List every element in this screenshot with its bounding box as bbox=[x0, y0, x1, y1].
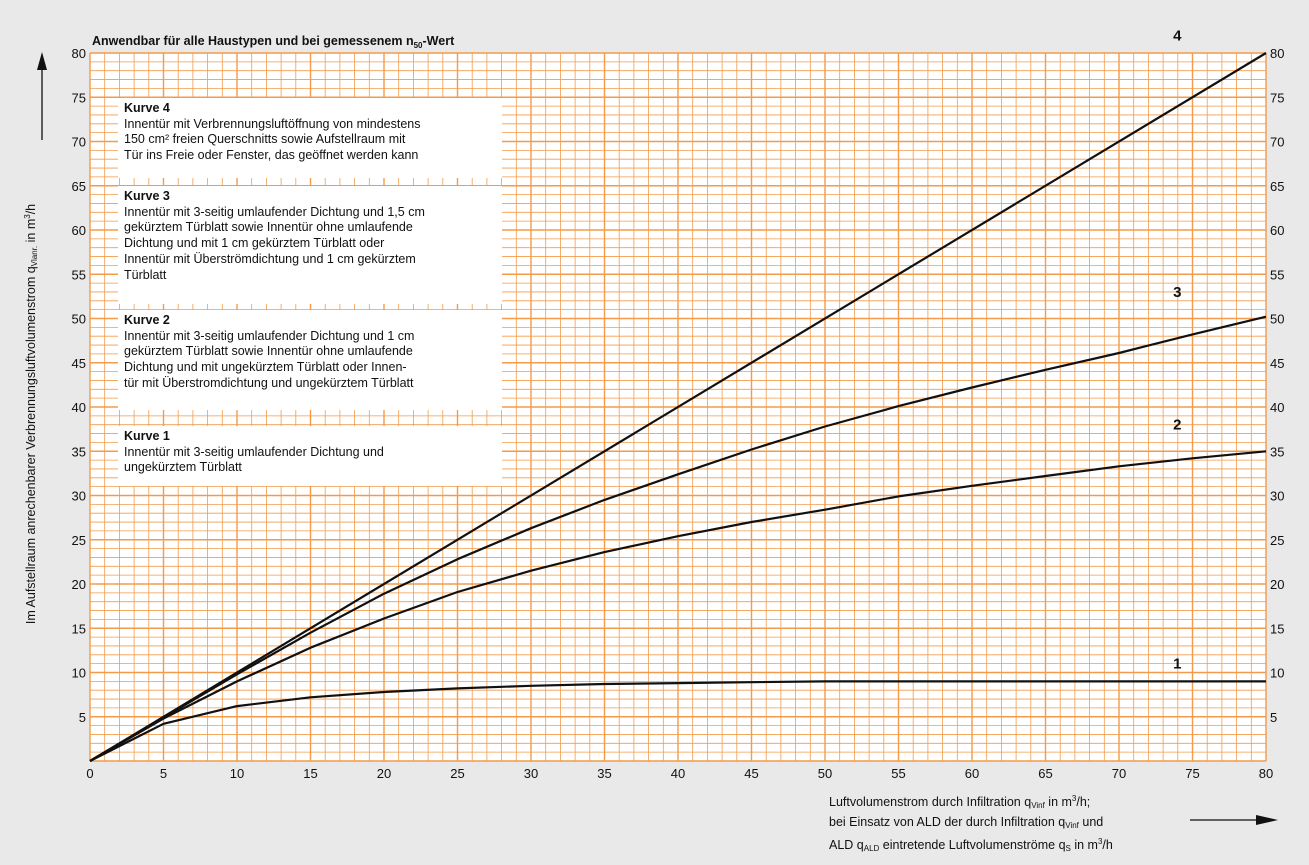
x-tick-label: 60 bbox=[965, 766, 979, 781]
x-tick-label: 30 bbox=[524, 766, 538, 781]
x-tick-label: 10 bbox=[230, 766, 244, 781]
y-tick-label: 10 bbox=[72, 666, 86, 681]
y-axis-arrow-head bbox=[37, 52, 47, 70]
y-tick-label: 80 bbox=[72, 46, 86, 61]
legend-text: Innentür mit 3-seitig umlaufender Dichtu… bbox=[124, 204, 425, 282]
axis-arrows bbox=[37, 52, 1278, 825]
x-axis-label: Luftvolumenstrom durch Infiltration qVin… bbox=[829, 791, 1113, 857]
y-tick-labels-left: 5 10 15 20 25 30 35 40 45 50 55 60 65 70 75 80 bbox=[72, 46, 86, 725]
x-tick-label: 40 bbox=[671, 766, 685, 781]
legend-title: Kurve 1 bbox=[124, 429, 170, 443]
y-tick-label-right: 75 bbox=[1270, 90, 1284, 105]
legend-text: Innentür mit 3-seitig umlaufender Dichtu… bbox=[124, 444, 384, 475]
curve-label-3: 3 bbox=[1173, 284, 1181, 301]
y-tick-label-right: 80 bbox=[1270, 46, 1284, 61]
x-axis-arrow-head bbox=[1256, 815, 1278, 825]
x-tick-label: 20 bbox=[377, 766, 391, 781]
y-tick-label: 60 bbox=[72, 223, 86, 238]
y-tick-label: 35 bbox=[72, 444, 86, 459]
y-tick-label: 5 bbox=[79, 710, 86, 725]
y-tick-label-right: 70 bbox=[1270, 135, 1284, 150]
curve-label-4: 4 bbox=[1173, 27, 1182, 44]
y-tick-label: 30 bbox=[72, 489, 86, 504]
y-tick-label-right: 30 bbox=[1270, 489, 1284, 504]
y-tick-label-right: 50 bbox=[1270, 312, 1284, 327]
x-tick-label: 25 bbox=[450, 766, 464, 781]
y-tick-label: 55 bbox=[72, 267, 86, 282]
x-tick-label: 35 bbox=[597, 766, 611, 781]
y-tick-label: 75 bbox=[72, 90, 86, 105]
x-tick-label: 45 bbox=[744, 766, 758, 781]
y-tick-label: 20 bbox=[72, 577, 86, 592]
y-tick-label-right: 40 bbox=[1270, 400, 1284, 415]
y-tick-label-right: 25 bbox=[1270, 533, 1284, 548]
y-tick-label: 45 bbox=[72, 356, 86, 371]
x-tick-label: 15 bbox=[303, 766, 317, 781]
curve-3 bbox=[89, 315, 1267, 762]
x-tick-label: 70 bbox=[1112, 766, 1126, 781]
curve-2 bbox=[89, 450, 1267, 762]
legend-title: Kurve 2 bbox=[124, 313, 170, 327]
y-tick-label: 70 bbox=[72, 135, 86, 150]
curves bbox=[89, 52, 1267, 762]
x-axis-label-line-2: bei Einsatz von ALD der durch Infiltrati… bbox=[829, 815, 1104, 830]
y-tick-labels-right: 5 10 15 20 25 30 35 40 45 50 55 60 65 70 75 80 bbox=[1270, 46, 1284, 725]
legend-kurve-1: Kurve 1 Innentür mit 3-seitig umlaufende… bbox=[118, 426, 502, 486]
y-tick-label-right: 60 bbox=[1270, 223, 1284, 238]
curve-label-1: 1 bbox=[1173, 656, 1181, 673]
legend-kurve-3: Kurve 3 Innentür mit 3-seitig umlaufende… bbox=[118, 186, 502, 304]
y-tick-label: 65 bbox=[72, 179, 86, 194]
x-tick-label: 75 bbox=[1185, 766, 1199, 781]
legend-kurve-4: Kurve 4 Innentür mit Verbrennungsluftöff… bbox=[118, 98, 502, 178]
x-tick-label: 65 bbox=[1038, 766, 1052, 781]
x-axis-label-line-1: Luftvolumenstrom durch Infiltration qVin… bbox=[829, 794, 1091, 810]
y-tick-label: 40 bbox=[72, 400, 86, 415]
chart-title: Anwendbar für alle Haustypen und bei gem… bbox=[92, 34, 455, 50]
x-tick-label: 50 bbox=[818, 766, 832, 781]
x-axis-label-line-3: ALD qALD eintretende Luftvolumenströme q… bbox=[829, 837, 1113, 853]
legend-text: Innentür mit Verbrennungsluftöffnung von… bbox=[124, 116, 421, 163]
x-tick-labels: 0 5 10 15 20 25 30 35 40 45 50 55 60 65 70 75 80 bbox=[86, 766, 1273, 781]
y-tick-label-right: 55 bbox=[1270, 267, 1284, 282]
legend-title: Kurve 4 bbox=[124, 101, 170, 115]
y-tick-label: 15 bbox=[72, 621, 86, 636]
legend-kurve-2: Kurve 2 Innentür mit 3-seitig umlaufende… bbox=[118, 310, 502, 410]
legend-title: Kurve 3 bbox=[124, 189, 170, 203]
curve-1 bbox=[89, 680, 1266, 762]
curve-labels: 4 3 2 1 bbox=[1173, 27, 1182, 672]
legend-text: Innentür mit 3-seitig umlaufender Dichtu… bbox=[124, 328, 415, 390]
y-tick-label: 25 bbox=[72, 533, 86, 548]
y-tick-label-right: 10 bbox=[1270, 666, 1284, 681]
x-tick-label: 80 bbox=[1259, 766, 1273, 781]
y-tick-label: 50 bbox=[72, 312, 86, 327]
x-tick-label: 5 bbox=[160, 766, 167, 781]
y-tick-label-right: 45 bbox=[1270, 356, 1284, 371]
y-tick-label-right: 65 bbox=[1270, 179, 1284, 194]
y-tick-label-right: 35 bbox=[1270, 444, 1284, 459]
x-tick-label: 0 bbox=[86, 766, 93, 781]
y-tick-label-right: 15 bbox=[1270, 621, 1284, 636]
curve-4 bbox=[89, 52, 1267, 762]
y-tick-label-right: 5 bbox=[1270, 710, 1277, 725]
y-axis-label: Im Aufstellraum anrechenbarer Verbrennun… bbox=[23, 203, 39, 625]
y-tick-label-right: 20 bbox=[1270, 577, 1284, 592]
x-tick-label: 55 bbox=[891, 766, 905, 781]
curve-label-2: 2 bbox=[1173, 417, 1181, 434]
